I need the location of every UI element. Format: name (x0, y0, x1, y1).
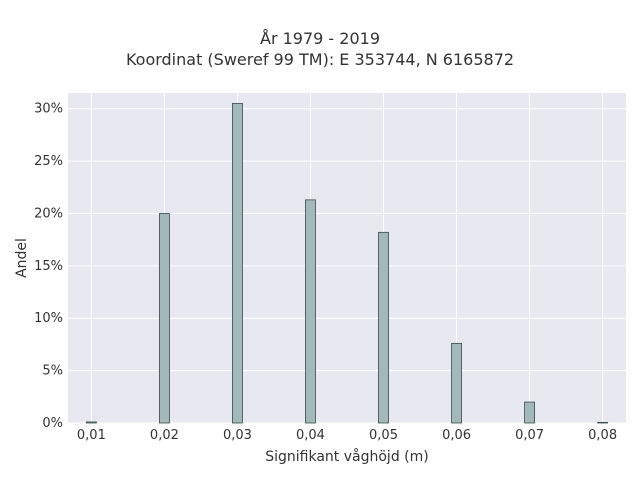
y-tick-label: 0% (42, 416, 63, 431)
y-tick-label: 20% (34, 206, 63, 221)
y-tick-label: 5% (42, 364, 63, 379)
bar (159, 213, 170, 424)
y-tick-label: 30% (34, 102, 63, 117)
x-tick-label: 0,04 (296, 428, 325, 443)
bar (524, 401, 535, 424)
bar (305, 199, 316, 424)
x-tick-label: 0,02 (150, 428, 179, 443)
x-tick-label: 0,05 (369, 428, 398, 443)
x-tick-label: 0,06 (442, 428, 471, 443)
bar (451, 342, 462, 424)
bar (232, 103, 243, 424)
y-tick-label: 15% (34, 259, 63, 274)
chart-title-line1: År 1979 - 2019 (260, 29, 380, 48)
bar (85, 421, 97, 424)
y-tick-label: 10% (34, 311, 63, 326)
plot-area (68, 93, 626, 423)
x-tick-label: 0,08 (588, 428, 617, 443)
bar (378, 231, 389, 424)
chart-title-line2: Koordinat (Sweref 99 TM): E 353744, N 61… (125, 50, 515, 69)
bar (597, 421, 609, 424)
x-tick-label: 0,03 (223, 428, 252, 443)
x-axis-label: Signifikant våghöjd (m) (265, 448, 428, 465)
x-tick-label: 0,07 (515, 428, 544, 443)
x-tick-label: 0,01 (77, 428, 106, 443)
y-axis-label: Andel (14, 238, 30, 278)
y-tick-label: 25% (34, 154, 63, 169)
